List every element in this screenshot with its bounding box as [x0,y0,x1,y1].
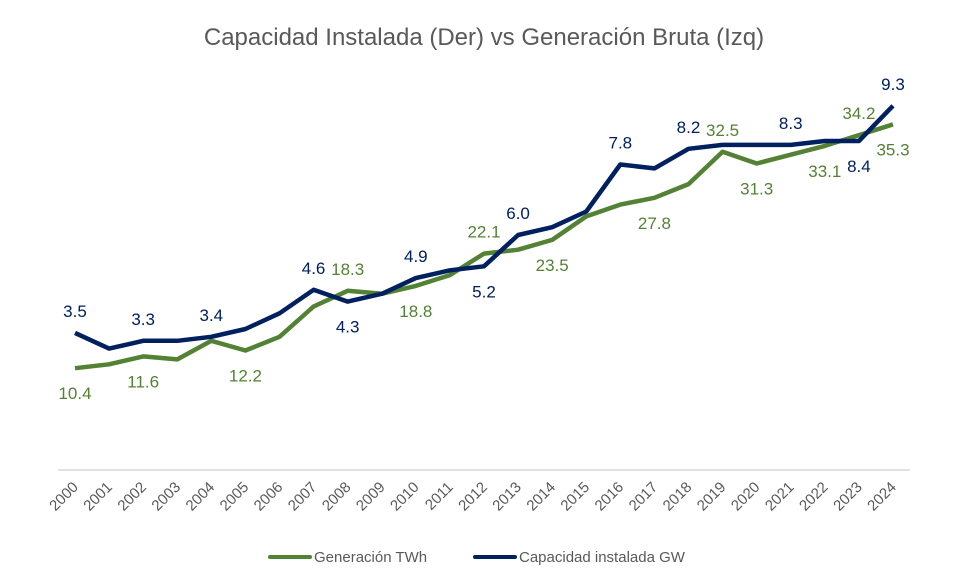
data-label: 32.5 [706,121,739,140]
x-tick-label: 2005 [217,479,253,515]
x-tick-label: 2007 [285,479,321,515]
data-label: 4.3 [336,318,360,337]
data-label: 27.8 [638,214,671,233]
data-label: 3.5 [63,302,87,321]
x-tick-label: 2022 [796,479,832,515]
data-label: 33.1 [808,162,841,181]
x-tick-label: 2018 [660,479,696,515]
data-label: 35.3 [876,140,909,159]
data-label: 4.6 [302,259,326,278]
x-axis-ticks: 2000200120022003200420052006200720082009… [46,479,900,515]
data-label: 8.2 [677,118,701,137]
x-tick-label: 2006 [251,479,287,515]
data-label: 23.5 [536,256,569,275]
x-tick-label: 2016 [592,479,628,515]
series-line-capacidad [74,104,895,351]
x-tick-label: 2002 [114,479,150,515]
x-tick-label: 2009 [353,479,389,515]
x-tick-label: 2015 [557,479,593,515]
x-tick-label: 2013 [489,479,525,515]
legend-label-capacidad: Capacidad instalada GW [519,549,686,566]
x-tick-label: 2020 [728,479,764,515]
x-tick-label: 2000 [46,479,82,515]
x-tick-label: 2024 [864,479,900,515]
data-label: 18.3 [331,260,364,279]
legend: Generación TWh Capacidad instalada GW [268,549,686,566]
x-tick-label: 2001 [80,479,116,515]
x-tick-label: 2003 [148,479,184,515]
x-tick-label: 2008 [319,479,355,515]
data-label: 12.2 [229,367,262,386]
data-label: 8.3 [779,114,803,133]
x-tick-label: 2021 [762,479,798,515]
x-tick-label: 2012 [455,479,491,515]
data-label: 34.2 [842,104,875,123]
data-label: 6.0 [506,204,530,223]
x-tick-label: 2023 [830,479,866,515]
data-label: 9.3 [881,75,905,94]
chart-title: Capacidad Instalada (Der) vs Generación … [204,24,764,51]
data-label: 31.3 [740,180,773,199]
data-label: 3.4 [200,306,224,325]
data-label: 10.4 [58,384,91,403]
data-label: 7.8 [609,134,633,153]
series-lines [74,104,895,371]
series-line-generacion [74,122,894,371]
x-tick-label: 2011 [422,479,457,514]
x-tick-label: 2004 [183,479,219,515]
x-tick-label: 2010 [387,479,423,515]
data-labels: 10.4 11.6 12.2 18.3 18.8 22.1 23.5 27.8 32.5 31.3… [58,75,909,403]
data-label: 22.1 [467,223,500,242]
data-label: 3.3 [131,310,155,329]
x-tick-label: 2017 [626,479,662,515]
data-label: 18.8 [399,302,432,321]
data-label: 4.9 [404,247,428,266]
data-label: 8.4 [847,157,871,176]
x-tick-label: 2014 [523,479,559,515]
data-label: 5.2 [472,282,496,301]
data-label: 11.6 [127,372,159,391]
x-tick-label: 2019 [694,479,730,515]
legend-label-generacion: Generación TWh [314,549,427,566]
